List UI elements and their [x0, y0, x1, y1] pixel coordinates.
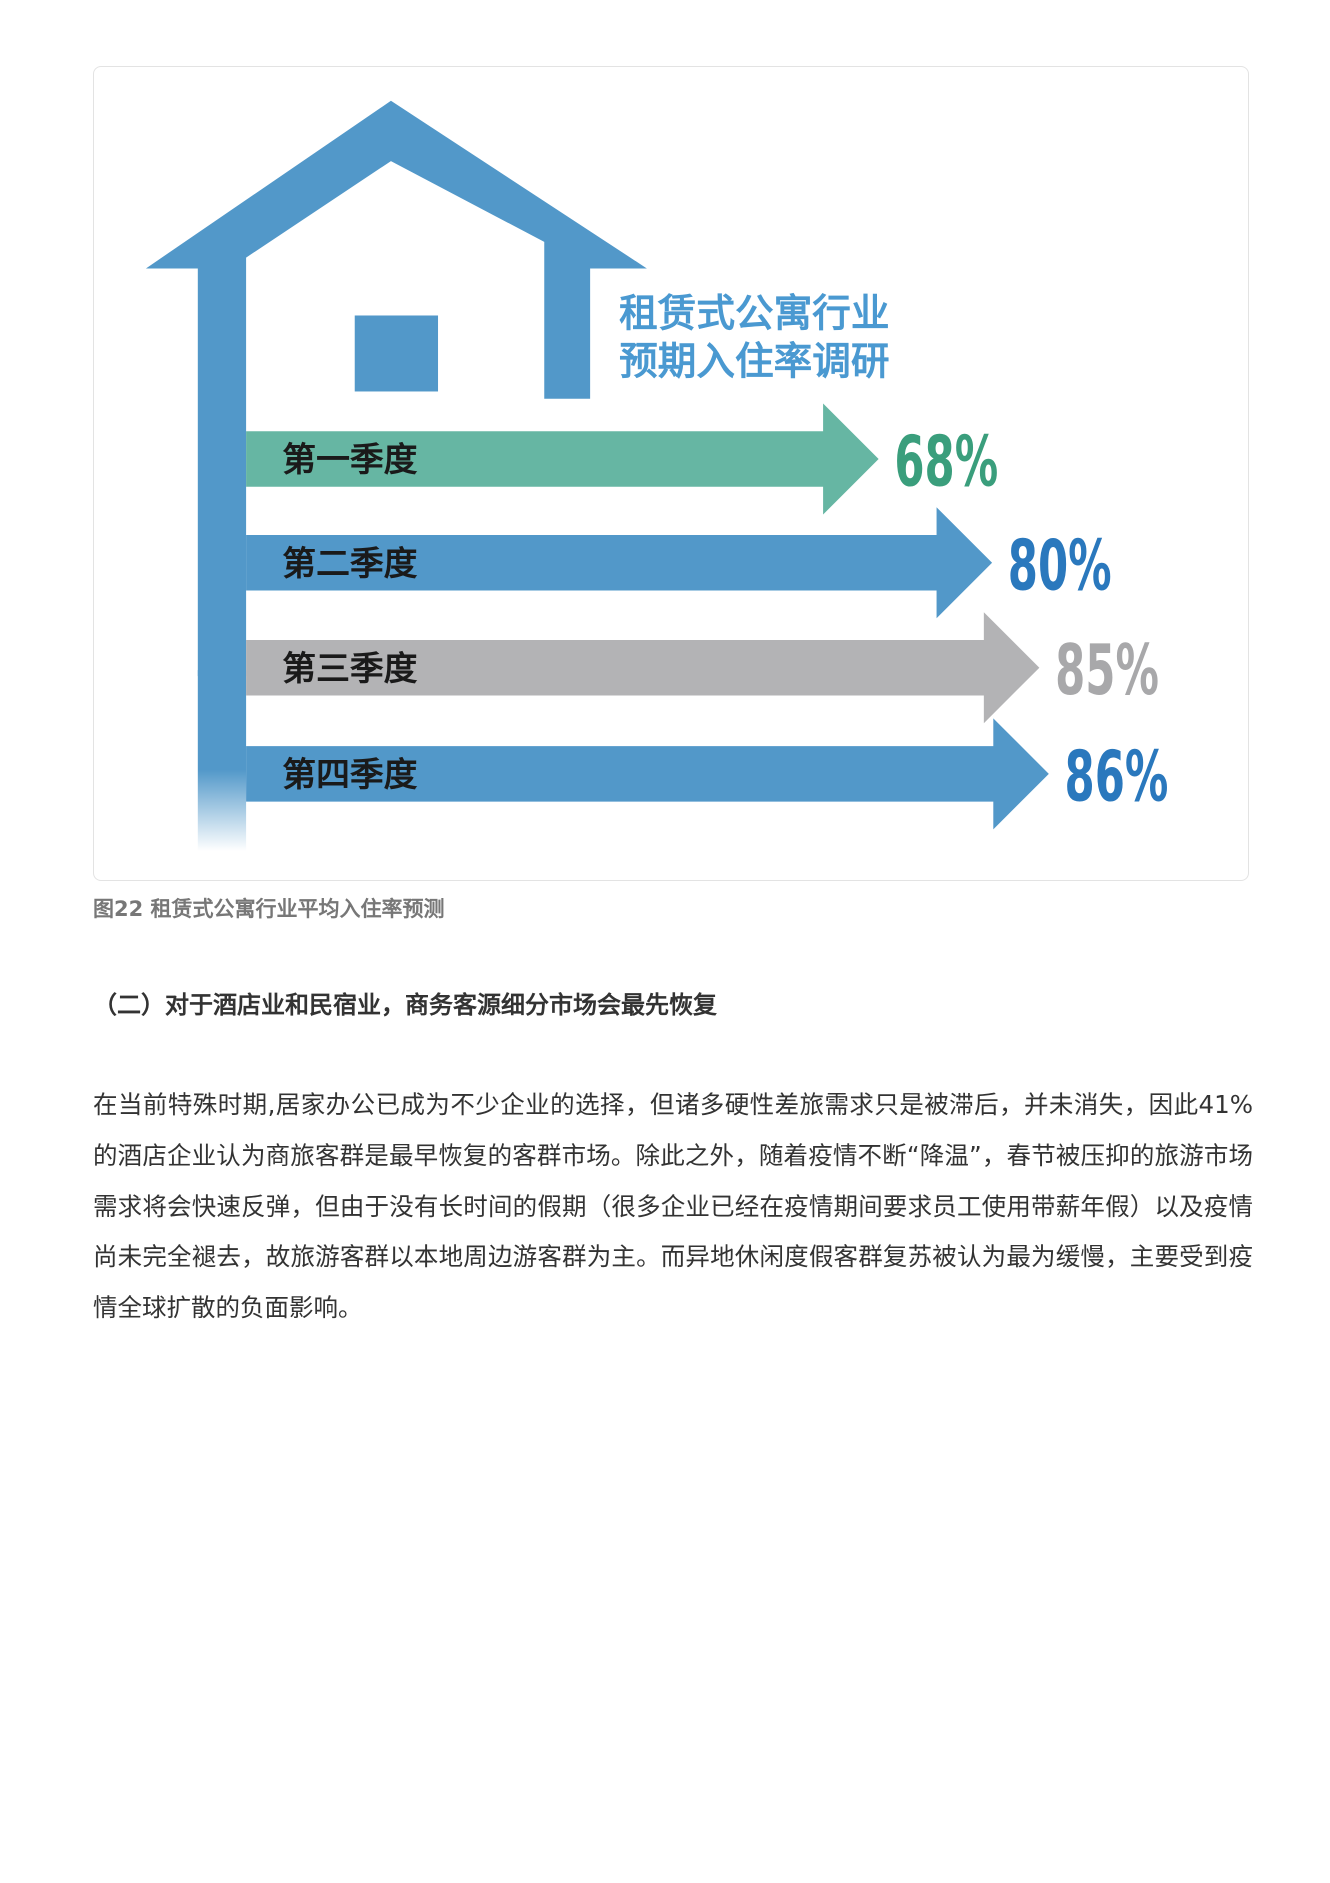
value-label: 68% [894, 421, 998, 503]
arrow-bar-3 [246, 612, 1040, 724]
value-label: 86% [1065, 735, 1169, 817]
category-label: 第二季度 [282, 544, 417, 583]
arrow-bar-2 [246, 507, 993, 619]
category-label: 第一季度 [282, 440, 417, 479]
house-post [197, 670, 247, 852]
arrow-bar-1 [246, 403, 879, 515]
value-label: 85% [1055, 629, 1159, 711]
infographic-card: 租赁式公寓行业 预期入住率调研 第一季度 68% 第二季度 80% 第三季度 85% 第四季… [93, 66, 1249, 881]
house-window-icon [354, 315, 439, 392]
category-label: 第三季度 [282, 649, 417, 688]
category-label: 第四季度 [282, 755, 417, 794]
infographic-title-line2: 预期入住率调研 [619, 340, 889, 385]
body-paragraph: 在当前特殊时期,居家办公已成为不少企业的选择，但诸多硬性差旅需求只是被滞后，并未… [93, 1090, 1253, 1323]
value-label: 80% [1008, 524, 1112, 606]
arrow-bar-4 [246, 718, 1049, 830]
section-heading: （二）对于酒店业和民宿业，商务客源细分市场会最先恢复 [93, 991, 717, 1019]
figure-caption: 图22 租赁式公寓行业平均入住率预测 [93, 897, 445, 921]
occupancy-infographic: 租赁式公寓行业 预期入住率调研 第一季度 68% 第二季度 80% 第三季度 85% 第四季… [145, 100, 1169, 852]
infographic-title-line1: 租赁式公寓行业 [619, 291, 889, 336]
house-roof-icon [145, 100, 647, 677]
